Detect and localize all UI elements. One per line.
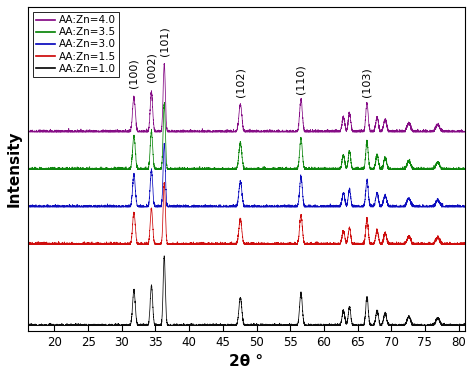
Text: (103): (103) xyxy=(362,67,372,97)
Text: (110): (110) xyxy=(296,65,306,94)
Legend: AA:Zn=4.0, AA:Zn=3.5, AA:Zn=3.0, AA:Zn=1.5, AA:Zn=1.0: AA:Zn=4.0, AA:Zn=3.5, AA:Zn=3.0, AA:Zn=1… xyxy=(33,12,119,77)
Text: (101): (101) xyxy=(159,26,169,56)
X-axis label: 2θ °: 2θ ° xyxy=(229,354,264,369)
Text: (100): (100) xyxy=(129,58,139,88)
Y-axis label: Intensity: Intensity xyxy=(7,130,22,207)
Text: (002): (002) xyxy=(146,52,156,82)
Text: (102): (102) xyxy=(236,67,246,97)
